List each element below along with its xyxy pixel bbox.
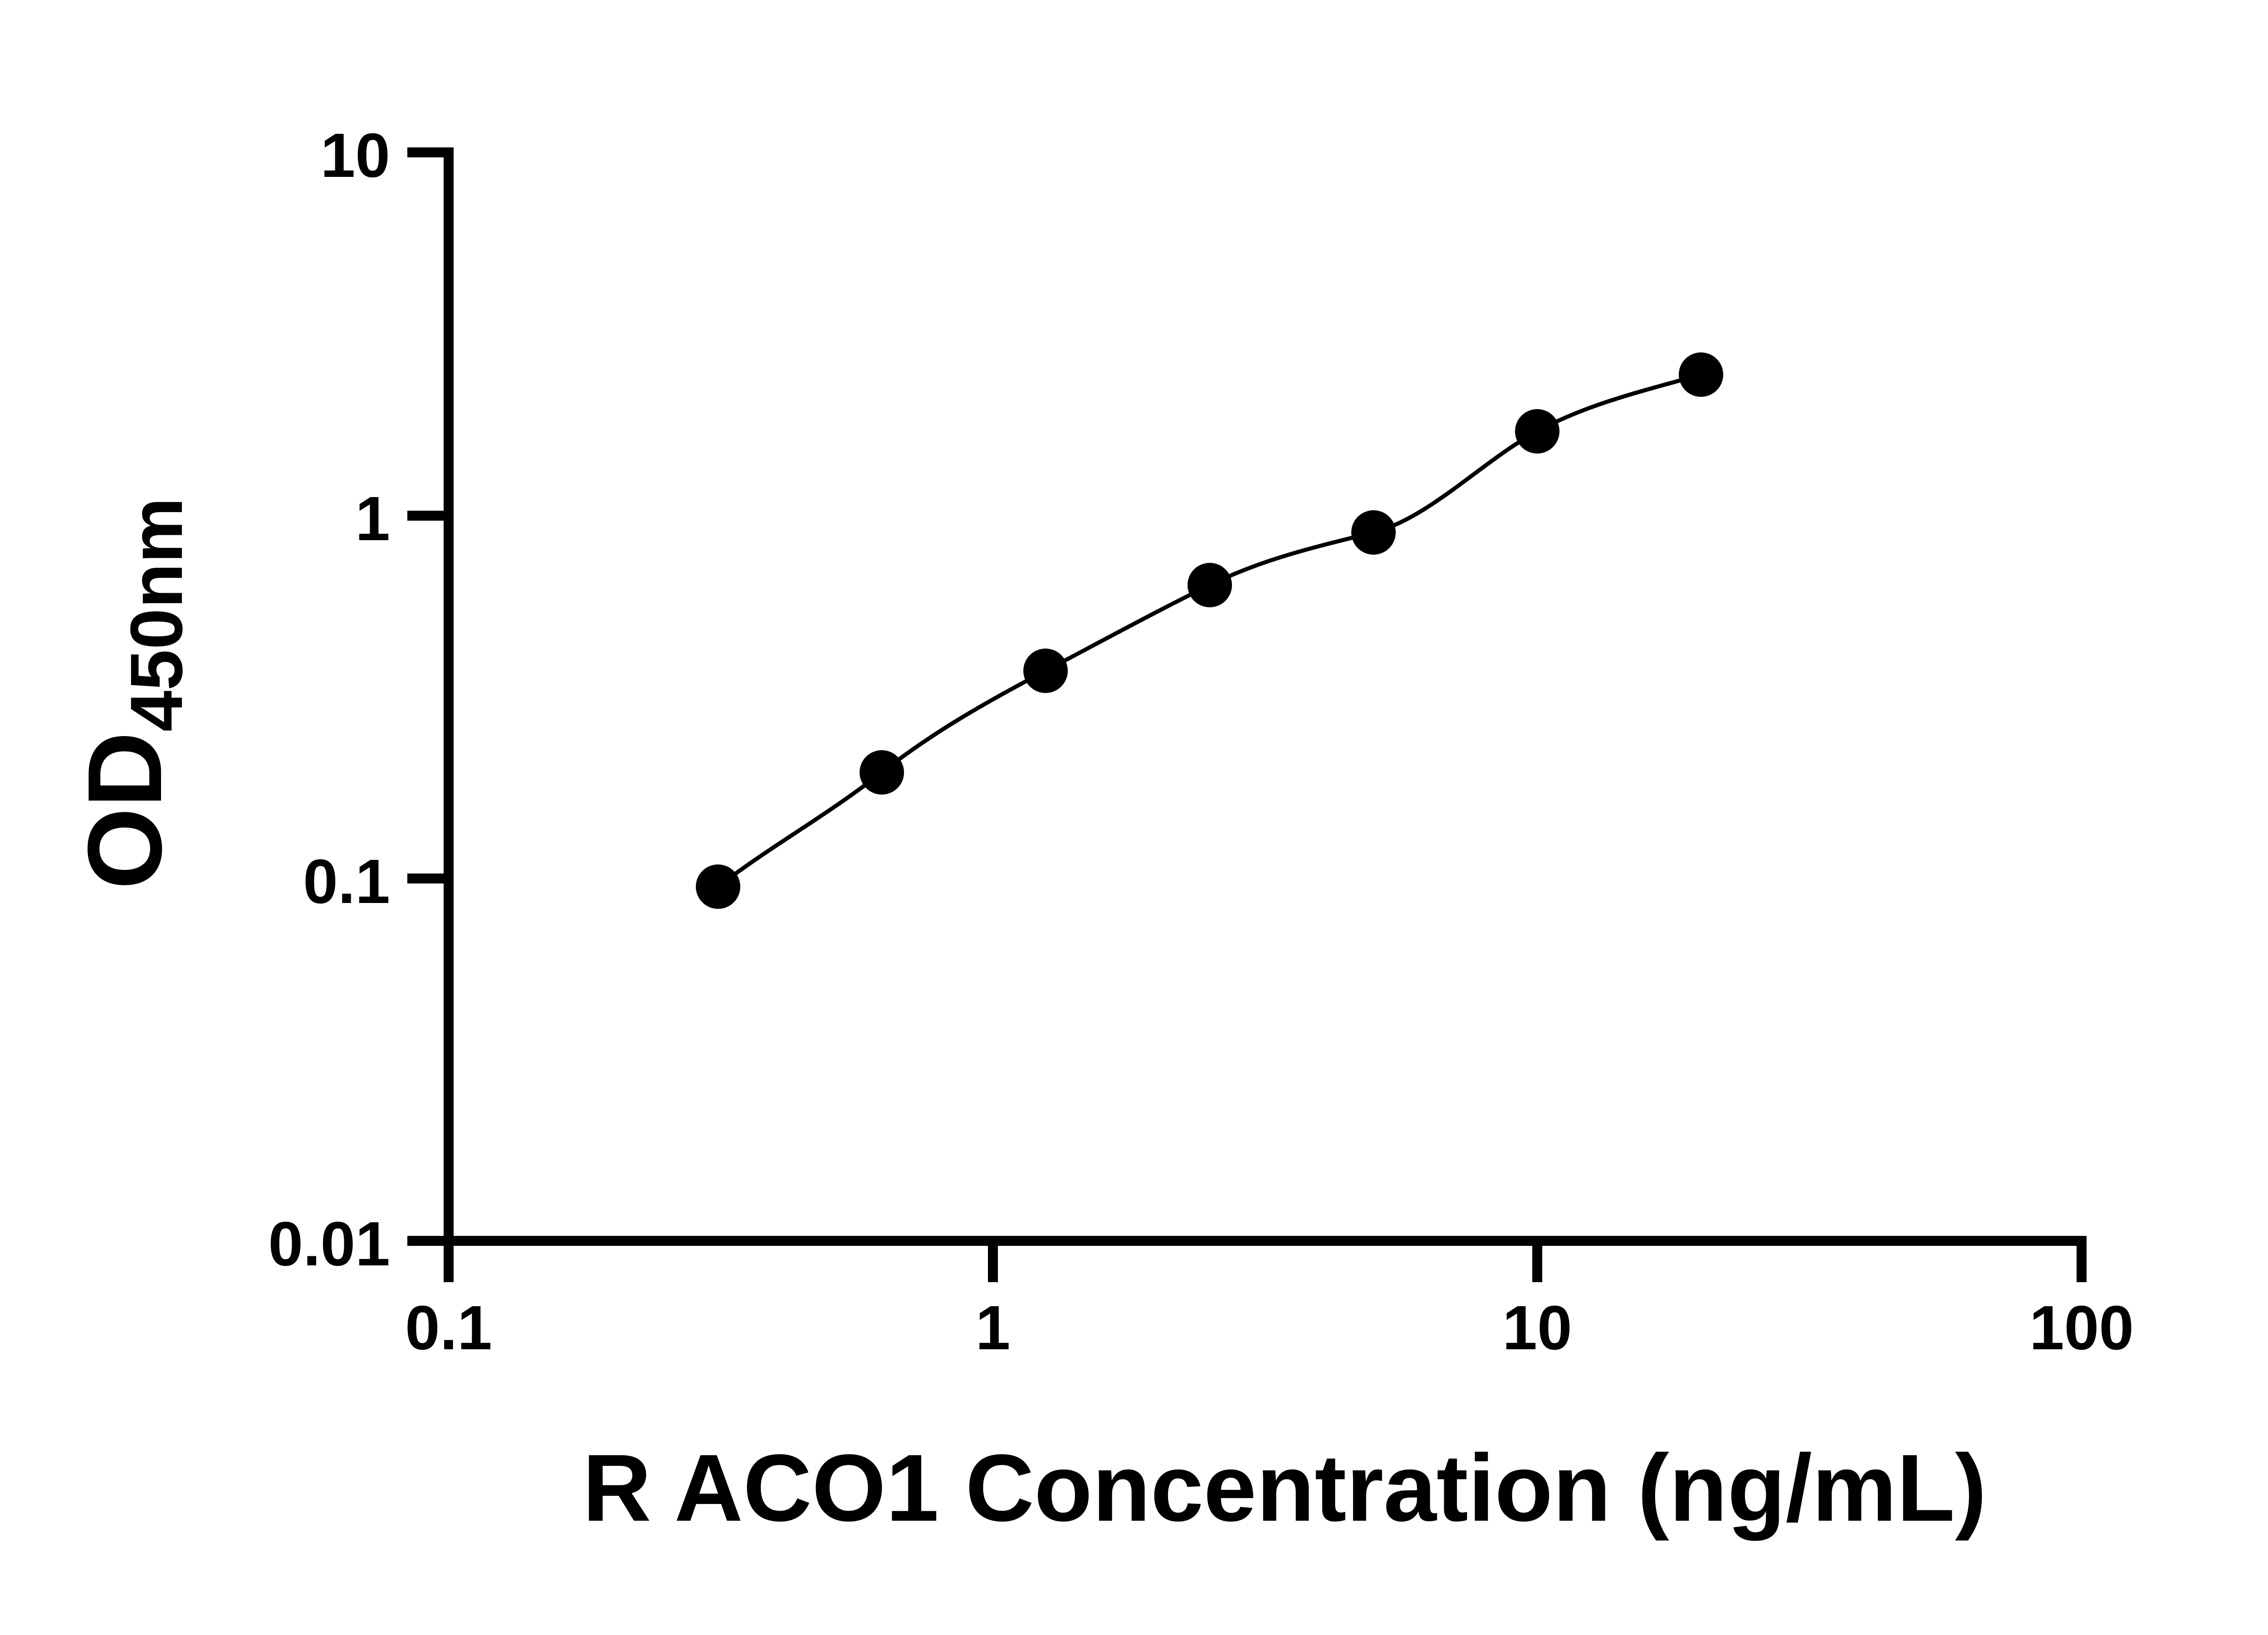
svg-text:0.1: 0.1 xyxy=(405,1293,492,1363)
svg-text:1: 1 xyxy=(976,1293,1011,1363)
svg-text:0.01: 0.01 xyxy=(268,1209,390,1279)
svg-text:10: 10 xyxy=(321,121,391,190)
svg-text:0.1: 0.1 xyxy=(303,847,390,917)
svg-text:R ACO1 Concentration (ng/mL): R ACO1 Concentration (ng/mL) xyxy=(582,1435,1986,1541)
svg-text:10: 10 xyxy=(1502,1293,1572,1363)
svg-text:100: 100 xyxy=(2029,1293,2134,1363)
svg-text:1: 1 xyxy=(355,484,390,554)
svg-text:OD450nm: OD450nm xyxy=(66,498,198,889)
